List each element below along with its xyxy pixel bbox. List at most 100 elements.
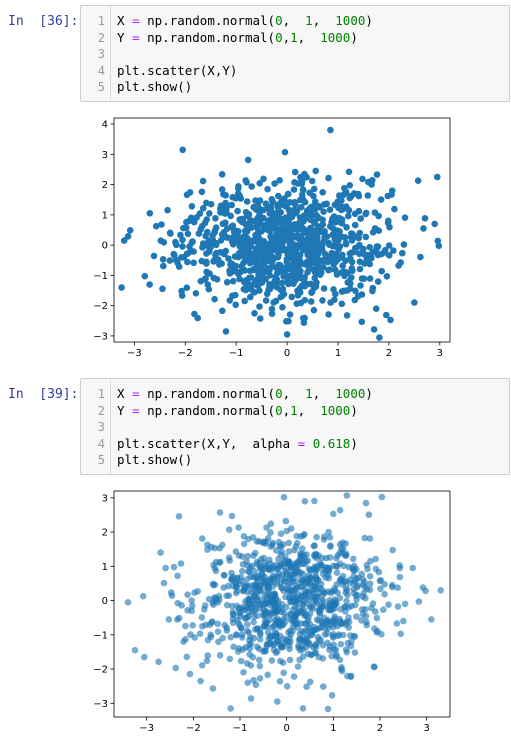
- scatter-point: [194, 314, 201, 322]
- scatter-point: [273, 630, 280, 637]
- scatter-point: [414, 177, 422, 184]
- scatter-point: [274, 565, 282, 572]
- scatter-point: [240, 540, 248, 548]
- scatter-point: [228, 512, 236, 520]
- scatter-point: [256, 636, 264, 643]
- scatter-point: [278, 279, 286, 287]
- scatter-point: [358, 617, 365, 624]
- scatter-point: [286, 656, 294, 664]
- scatter-point: [356, 265, 364, 273]
- x-tick-label: 1: [335, 348, 341, 359]
- notebook-cell-39[interactable]: In [39]: 1 X = np.random.normal(0, 1, 100…: [0, 375, 511, 739]
- scatter-point: [376, 334, 383, 341]
- scatter-point: [287, 580, 294, 587]
- scatter-point: [259, 260, 267, 268]
- y-tick-label: 4: [102, 120, 108, 131]
- code-editor[interactable]: 1 X = np.random.normal(0, 1, 1000) 2 Y = np…: [80, 378, 510, 475]
- scatter-point: [214, 599, 222, 606]
- scatter-point: [375, 212, 382, 220]
- scatter-point: [170, 250, 178, 258]
- scatter-point: [346, 277, 353, 285]
- scatter-point: [301, 170, 308, 178]
- scatter-point: [353, 613, 360, 620]
- scatter-point: [297, 203, 305, 211]
- scatter-point: [155, 658, 162, 666]
- scatter-point: [244, 156, 252, 164]
- scatter-point: [268, 305, 276, 313]
- scatter-point: [378, 267, 386, 275]
- scatter-point: [279, 304, 286, 311]
- scatter-point: [296, 556, 303, 564]
- scatter-point: [264, 185, 271, 193]
- scatter-point: [189, 622, 196, 629]
- scatter-point: [160, 239, 168, 246]
- scatter-point: [299, 646, 307, 653]
- scatter-point: [304, 251, 312, 259]
- scatter-point: [301, 273, 308, 281]
- scatter-point: [165, 616, 173, 623]
- y-tick-label: −2: [93, 301, 108, 312]
- scatter-point: [284, 247, 291, 254]
- scatter-point: [374, 278, 382, 285]
- scatter-point: [300, 653, 307, 660]
- scatter-point: [317, 269, 325, 276]
- scatter-point: [285, 548, 293, 555]
- scatter-point: [318, 598, 325, 606]
- scatter-point: [228, 234, 236, 242]
- scatter-point: [327, 299, 334, 306]
- scatter-point: [263, 524, 270, 531]
- code-line: 1 X = np.random.normal(0, 1, 1000): [81, 386, 509, 402]
- scatter-point: [164, 206, 171, 214]
- scatter-point: [310, 185, 318, 193]
- y-tick-label: 2: [102, 528, 108, 539]
- scatter-point: [182, 622, 189, 630]
- scatter-point: [267, 233, 274, 240]
- scatter-point: [247, 274, 255, 281]
- scatter-point: [183, 191, 191, 199]
- scatter-point: [184, 258, 191, 266]
- notebook-cell-36[interactable]: In [36]: 1 X = np.random.normal(0, 1, 100…: [0, 0, 511, 365]
- scatter-point: [232, 583, 240, 591]
- line-number: 2: [97, 30, 105, 45]
- scatter-point: [238, 267, 246, 274]
- scatter-point: [320, 683, 327, 690]
- scatter-point: [223, 209, 230, 217]
- plot-frame: [113, 490, 451, 718]
- scatter-point: [336, 656, 344, 664]
- scatter-point: [174, 616, 181, 623]
- scatter-point: [278, 643, 285, 651]
- scatter-point: [246, 604, 253, 612]
- scatter-point: [310, 644, 317, 651]
- scatter-point: [256, 675, 264, 682]
- scatter-point: [303, 575, 311, 583]
- scatter-point: [232, 291, 239, 299]
- scatter-point: [252, 626, 259, 633]
- scatter-point: [266, 285, 274, 293]
- scatter-point: [268, 254, 276, 262]
- y-tick-label: 0: [102, 241, 108, 252]
- scatter-point: [294, 663, 302, 670]
- scatter-point: [240, 533, 248, 540]
- scatter-point: [333, 651, 340, 659]
- scatter-point: [254, 232, 262, 239]
- scatter-point: [311, 497, 318, 505]
- scatter-point: [266, 594, 273, 601]
- scatter-point: [229, 241, 237, 248]
- scatter-point: [250, 552, 257, 560]
- scatter-point: [265, 564, 272, 572]
- scatter-point: [343, 287, 351, 294]
- scatter-point: [254, 282, 262, 289]
- x-tick-label: 2: [386, 348, 392, 359]
- code-editor[interactable]: 1 X = np.random.normal(0, 1, 1000) 2 Y = np…: [80, 5, 510, 102]
- scatter-point: [362, 233, 370, 241]
- scatter-point: [318, 246, 326, 253]
- scatter-point: [283, 527, 291, 535]
- scatter-point: [278, 287, 286, 294]
- scatter-point: [223, 278, 231, 286]
- line-number-gutter: [81, 6, 111, 101]
- scatter-point: [350, 555, 357, 563]
- scatter-point: [212, 215, 219, 222]
- scatter-point: [185, 217, 193, 225]
- scatter-point: [268, 196, 276, 203]
- scatter-point: [223, 601, 231, 609]
